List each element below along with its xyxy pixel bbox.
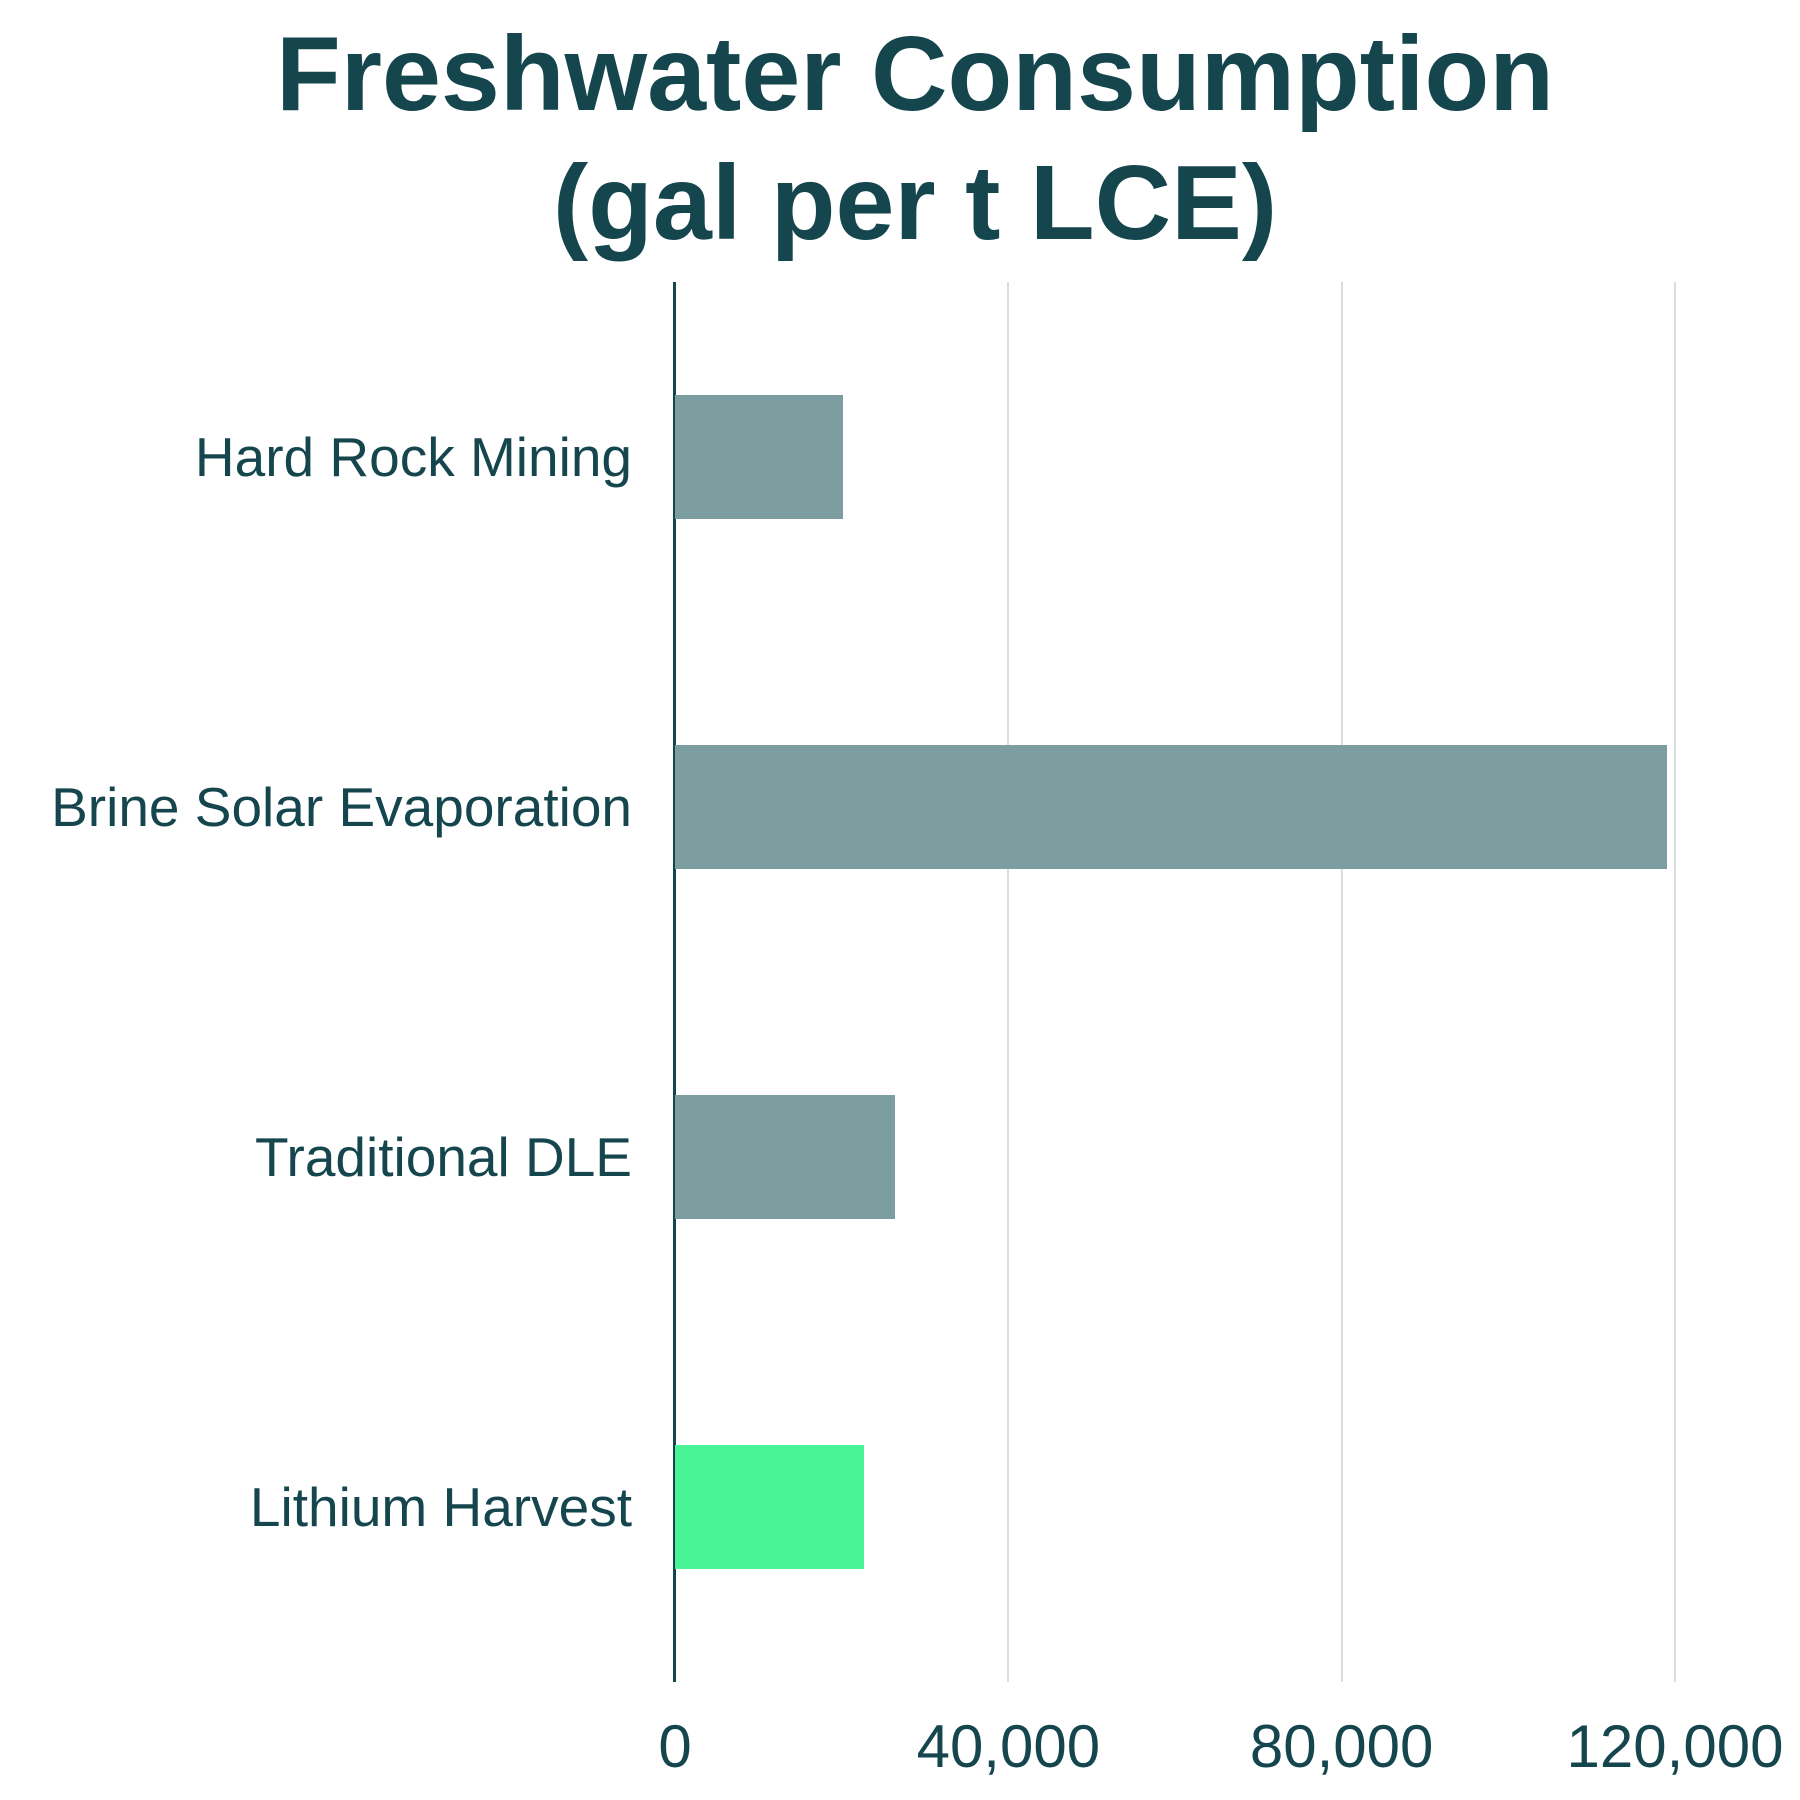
chart-title-line1: Freshwater Consumption [275,15,1554,133]
bar-lithium-harvest [675,1445,865,1569]
bar-traditional-dle [675,1095,895,1219]
plot-area [673,282,1790,1682]
gridline-120000 [1674,282,1676,1682]
bar-hard-rock-mining [675,395,844,519]
category-label-lithium-harvest: Lithium Harvest [249,1476,632,1538]
bar-brine-solar-evaporation [675,745,1667,869]
x-tick-label-80000: 80,000 [1249,1713,1434,1780]
category-label-hard-rock-mining: Hard Rock Mining [194,426,632,488]
x-tick-label-0: 0 [658,1713,692,1780]
chart-title-line2: (gal per t LCE) [552,144,1278,263]
category-axis: Hard Rock Mining Brine Solar Evaporation T… [0,282,632,1682]
category-label-brine-solar-evaporation: Brine Solar Evaporation [51,776,632,838]
x-axis: 0 40,000 80,000 120,000 [658,1712,1790,1792]
y-axis-line [673,282,676,1682]
gridline-40000 [1007,282,1010,1682]
category-label-traditional-dle: Traditional DLE [254,1126,632,1188]
x-tick-label-40000: 40,000 [916,1713,1101,1780]
x-tick-label-120000: 120,000 [1566,1713,1784,1780]
gridline-80000 [1340,282,1343,1682]
chart-title: Freshwater Consumption (gal per t LCE) [0,10,1800,269]
